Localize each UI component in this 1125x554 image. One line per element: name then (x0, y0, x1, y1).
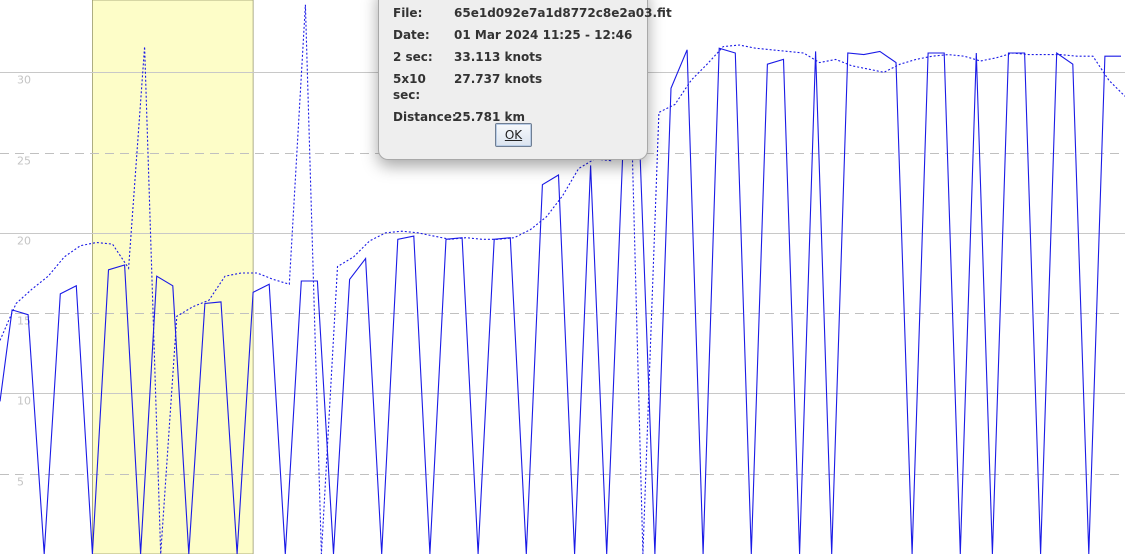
ok-label: OK (504, 128, 523, 142)
ok-button[interactable]: OK (495, 123, 532, 147)
y-tick-label: 25 (17, 155, 31, 168)
y-tick-label: 30 (17, 74, 31, 87)
five-by-ten-label: 5x10 sec: (393, 72, 426, 102)
distance-value: 25.781 km (454, 110, 525, 124)
distance-label: Distance: (393, 110, 457, 124)
y-tick-label: 15 (17, 315, 31, 328)
y-tick-label: 20 (17, 235, 31, 248)
date-value: 01 Mar 2024 11:25 - 12:46 (454, 28, 633, 42)
track-info-dialog: File: 65e1d092e7a1d8772c8e2a03.fit Date:… (378, 0, 672, 160)
five-by-ten-value: 27.737 knots (454, 72, 543, 86)
two-sec-value: 33.113 knots (454, 50, 543, 64)
y-tick-label: 10 (17, 395, 31, 408)
two-sec-label: 2 sec: (393, 50, 433, 64)
file-value: 65e1d092e7a1d8772c8e2a03.fit (454, 6, 672, 20)
info-grid: File: 65e1d092e7a1d8772c8e2a03.fit Date:… (393, 5, 672, 125)
series-line-solid (0, 47, 1121, 554)
y-tick-label: 5 (17, 476, 24, 489)
highlight-band (92, 0, 254, 554)
date-label: Date: (393, 28, 430, 42)
file-label: File: (393, 6, 423, 20)
